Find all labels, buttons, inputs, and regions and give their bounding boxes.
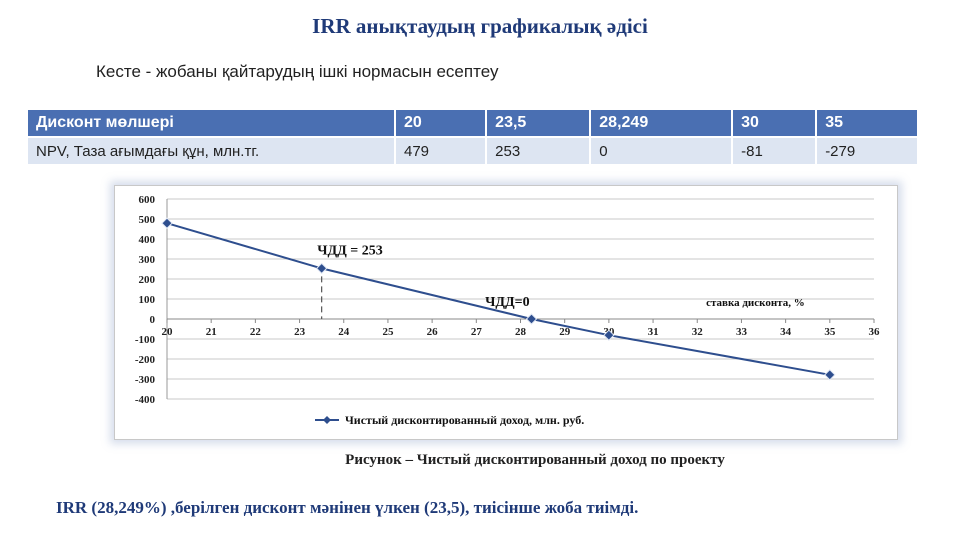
annotation-npv-0: ЧДД=0 bbox=[485, 295, 530, 310]
npv-chart: 600 500 400 300 200 100 0 -100 -200 -300 -400 20 21 2… bbox=[114, 185, 898, 440]
figure-caption: Рисунок – Чистый дисконтированный доход … bbox=[345, 452, 725, 468]
y-tick-label: 200 bbox=[139, 274, 156, 286]
annotation-npv-253: ЧДД = 253 bbox=[317, 243, 383, 258]
table-header-cell: 30 bbox=[731, 108, 818, 138]
table-cell: -279 bbox=[815, 136, 919, 166]
x-tick-label: 35 bbox=[824, 326, 836, 338]
data-point bbox=[315, 262, 328, 275]
data-point bbox=[603, 329, 615, 341]
data-point bbox=[161, 217, 173, 229]
y-tick-label: -200 bbox=[135, 354, 156, 366]
discount-table: Дисконт мөлшері 20 23,5 28,249 30 35 NPV… bbox=[26, 108, 919, 166]
x-tick-label: 28 bbox=[515, 326, 527, 338]
x-tick-label: 27 bbox=[471, 326, 483, 338]
y-tick-label: 600 bbox=[139, 194, 156, 206]
x-tick-label: 23 bbox=[294, 326, 306, 338]
legend-marker bbox=[323, 416, 331, 424]
table-cell: 479 bbox=[393, 136, 488, 166]
x-tick-label: 26 bbox=[427, 326, 439, 338]
y-tick-label: -400 bbox=[135, 394, 156, 406]
x-tick-label: 21 bbox=[206, 326, 217, 338]
table-header-cell: 23,5 bbox=[485, 108, 592, 138]
y-tick-label: -100 bbox=[135, 334, 156, 346]
table-cell: NPV, Таза ағымдағы құн, млн.тг. bbox=[26, 136, 396, 166]
table-row: NPV, Таза ағымдағы құн, млн.тг. 479 253 … bbox=[26, 136, 919, 166]
x-tick-label: 20 bbox=[162, 326, 174, 338]
table-caption: Кесте - жобаны қайтарудың ішкі нормасын … bbox=[96, 62, 499, 81]
x-axis-title: ставка дисконта, % bbox=[706, 297, 805, 309]
x-tick-label: 22 bbox=[250, 326, 262, 338]
y-tick-label: 500 bbox=[139, 214, 156, 226]
x-tick-label: 36 bbox=[869, 326, 881, 338]
data-point bbox=[824, 369, 836, 381]
x-tick-label: 31 bbox=[648, 326, 659, 338]
x-tick-label: 34 bbox=[780, 326, 792, 338]
table-header-cell: Дисконт мөлшері bbox=[26, 108, 396, 138]
x-tick-label: 32 bbox=[692, 326, 704, 338]
data-point bbox=[525, 313, 538, 325]
y-tick-label: 400 bbox=[139, 234, 156, 246]
table-header-cell: 35 bbox=[815, 108, 919, 138]
conclusion-text: IRR (28,249%) ,берілген дисконт мәнінен … bbox=[56, 498, 639, 517]
y-tick-label: 300 bbox=[139, 254, 156, 266]
slide-title: IRR анықтаудың графикалық әдісі bbox=[312, 14, 648, 38]
legend-label: Чистый дисконтированный доход, млн. руб. bbox=[345, 413, 584, 427]
table-header-cell: 28,249 bbox=[589, 108, 734, 138]
x-tick-label: 25 bbox=[382, 326, 394, 338]
table-cell: 0 bbox=[589, 136, 734, 166]
table-cell: 253 bbox=[485, 136, 592, 166]
table-header-row: Дисконт мөлшері 20 23,5 28,249 30 35 bbox=[26, 108, 919, 138]
chart-canvas: 600 500 400 300 200 100 0 -100 -200 -300 -400 20 21 2… bbox=[135, 194, 881, 427]
x-tick-label: 33 bbox=[736, 326, 748, 338]
y-tick-label: -300 bbox=[135, 374, 156, 386]
x-tick-label: 29 bbox=[559, 326, 571, 338]
table-cell: -81 bbox=[731, 136, 818, 166]
y-tick-label: 0 bbox=[150, 314, 156, 326]
x-tick-label: 24 bbox=[338, 326, 350, 338]
y-tick-label: 100 bbox=[139, 294, 156, 306]
table-header-cell: 20 bbox=[393, 108, 488, 138]
